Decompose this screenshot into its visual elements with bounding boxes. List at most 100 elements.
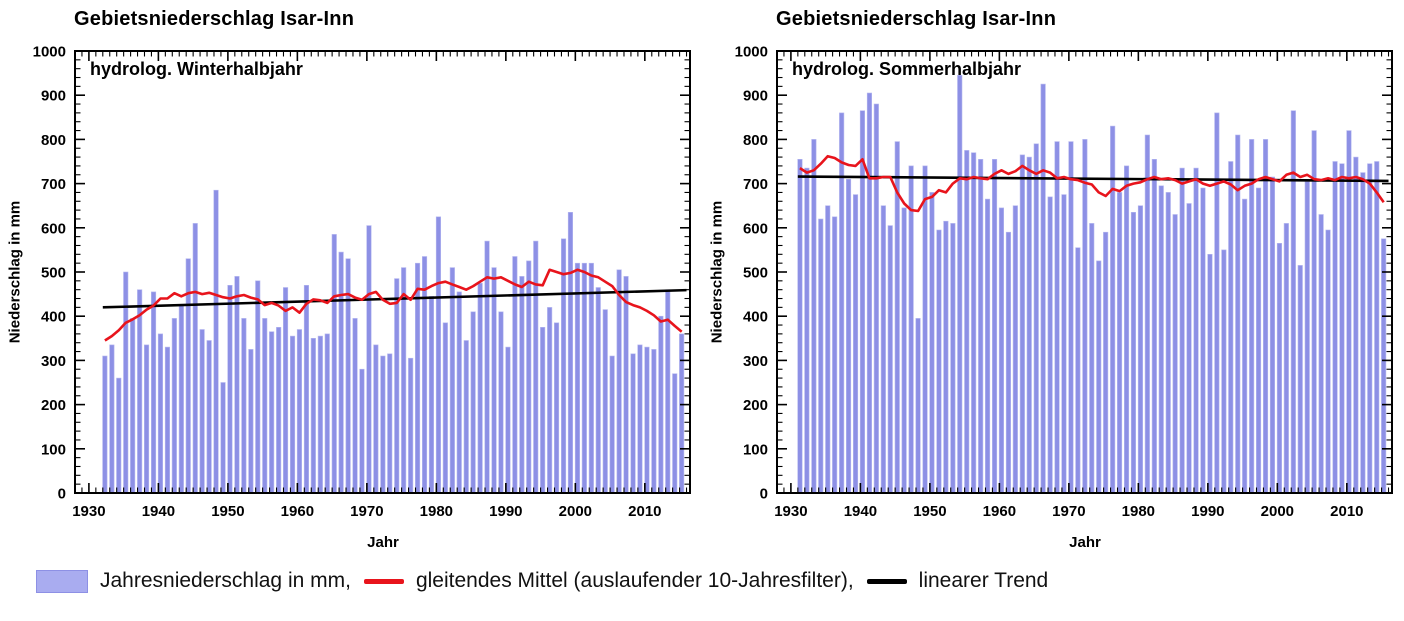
bar-2003: [1297, 265, 1303, 494]
bar-1990: [1207, 254, 1213, 494]
sommer-bars: [797, 75, 1387, 494]
bar-1939: [853, 194, 859, 494]
bar-1999: [1269, 176, 1276, 494]
bar-2008: [630, 353, 636, 494]
tick-label: 900: [41, 88, 66, 105]
bar-1948: [915, 318, 921, 494]
bar-1964: [1026, 156, 1032, 494]
tick-label: 1980: [1122, 503, 1155, 520]
winter-bars: [102, 189, 685, 494]
tick-label: 2010: [628, 503, 661, 520]
sommer-chart-title: Gebietsniederschlag Isar-Inn: [776, 8, 1057, 30]
bar-1934: [116, 377, 122, 494]
bar-1974: [1096, 260, 1102, 494]
bar-1985: [470, 311, 476, 494]
bar-1938: [846, 178, 852, 494]
bar-2012: [658, 315, 664, 494]
bar-1972: [1082, 139, 1088, 494]
bar-1949: [220, 382, 226, 494]
bar-1953: [950, 223, 956, 494]
winter-moving-average-line: [104, 268, 683, 342]
bar-1955: [262, 318, 268, 494]
bar-1996: [1249, 139, 1255, 494]
tick-label: 1940: [844, 503, 877, 520]
winter-chart-subtitle: hydrolog. Winterhalbjahr: [90, 59, 303, 79]
bar-2005: [1311, 130, 1317, 494]
bar-1998: [560, 238, 567, 494]
tick-label: 600: [41, 220, 66, 237]
bar-1932: [804, 167, 810, 494]
bar-1986: [477, 282, 483, 494]
bar-1986: [1179, 167, 1185, 494]
bar-1957: [276, 326, 282, 494]
bar-1947: [908, 165, 914, 494]
bar-2014: [1374, 161, 1380, 494]
black-line-icon: [866, 578, 907, 584]
bar-1961: [303, 284, 310, 494]
bar-1954: [255, 280, 261, 494]
bar-1935: [825, 205, 831, 494]
tick-label: 1000: [735, 44, 768, 61]
tick-label: 500: [743, 265, 768, 282]
bar-1946: [199, 329, 205, 494]
bar-1995: [1242, 198, 1248, 494]
bar-swatch-icon: [36, 569, 88, 593]
bar-1982: [449, 267, 455, 494]
bar-1984: [1165, 192, 1171, 494]
sommer-axes-frame: [776, 50, 1393, 494]
bar-2001: [581, 262, 587, 494]
bar-1962: [310, 337, 316, 494]
winter-y-ticks: 0 100 200 300 400 500 600 700 800 900 1000: [33, 44, 689, 503]
bar-1959: [991, 159, 998, 494]
bar-2002: [1290, 110, 1296, 494]
bar-1936: [832, 216, 838, 494]
bar-1974: [394, 278, 400, 494]
bar-1976: [408, 357, 414, 494]
bar-2005: [609, 355, 615, 494]
bar-2010: [644, 346, 650, 494]
bar-1962: [1012, 205, 1018, 494]
bar-1963: [1019, 154, 1025, 494]
bar-1965: [1033, 143, 1039, 494]
bar-1943: [178, 304, 184, 494]
bar-1931: [797, 159, 803, 494]
bar-1992: [519, 276, 525, 494]
bar-1980: [435, 216, 442, 494]
bar-2010: [1346, 130, 1352, 494]
bar-1949: [922, 165, 928, 494]
sommer-x-ticks: 1930 1940 1950 1960 1970 1980 1990 2000 2010: [774, 52, 1390, 520]
winter-x-ticks: 1930 1940 1950 1960 1970 1980 1990 2000 2010: [72, 52, 688, 520]
tick-label: 2000: [559, 503, 592, 520]
bar-2011: [1353, 156, 1359, 494]
bar-1981: [442, 322, 448, 494]
bar-1940: [859, 110, 865, 494]
bar-1997: [553, 322, 560, 494]
tick-label: 900: [743, 88, 768, 105]
bar-1965: [331, 234, 337, 494]
legend-label-trend: linearer Trend: [918, 569, 1049, 592]
bar-1990: [505, 346, 511, 494]
bar-2007: [623, 276, 629, 494]
tick-label: 400: [41, 309, 66, 326]
bar-2015: [1381, 238, 1387, 494]
bar-2006: [1318, 214, 1324, 494]
tick-label: 1930: [774, 503, 807, 520]
tick-label: 700: [41, 176, 66, 193]
bar-1991: [512, 256, 518, 494]
bar-1961: [1005, 231, 1012, 494]
bar-1989: [1200, 187, 1206, 494]
bar-1971: [1075, 247, 1081, 494]
tick-label: 800: [743, 132, 768, 149]
tick-label: 1990: [1191, 503, 1224, 520]
sommer-chart-subtitle: hydrolog. Sommerhalbjahr: [792, 59, 1022, 79]
tick-label: 300: [41, 353, 66, 370]
bar-1971: [373, 344, 379, 494]
bar-1940: [157, 333, 163, 494]
bar-1936: [130, 318, 136, 494]
bar-2015: [679, 333, 685, 494]
tick-label: 1930: [72, 503, 105, 520]
bar-1954: [957, 75, 963, 494]
winter-x-axis-label: Jahr: [367, 534, 399, 551]
bar-1973: [1089, 223, 1095, 494]
bar-1968: [1054, 141, 1060, 494]
